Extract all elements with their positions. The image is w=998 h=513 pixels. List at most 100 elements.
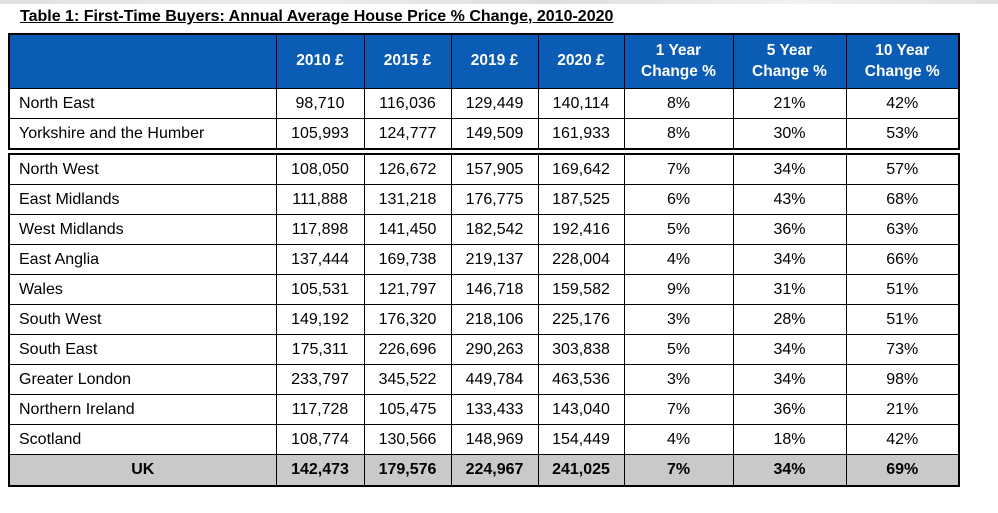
value-cell: 140,114	[537, 88, 625, 119]
value-cell: 141,450	[363, 214, 452, 245]
table-row: Northern Ireland 117,728 105,475 133,433 143…	[8, 394, 960, 425]
value-cell: 73%	[845, 334, 960, 365]
col-header-2019: 2019 £	[450, 33, 539, 89]
value-cell: 143,040	[537, 394, 625, 425]
value-cell: 21%	[732, 88, 847, 119]
value-cell: 105,531	[275, 274, 365, 305]
value-cell: 149,509	[450, 118, 539, 150]
table-row: Greater London 233,797 345,522 449,784 463,5…	[8, 364, 960, 395]
table-row: East Anglia 137,444 169,738 219,137 228,004 4…	[8, 244, 960, 275]
value-cell: 66%	[845, 244, 960, 275]
region-cell: Scotland	[8, 424, 277, 455]
col-header-10yr-change: 10 Year Change %	[845, 33, 960, 89]
value-cell: 5%	[623, 334, 734, 365]
value-cell: 224,967	[450, 454, 539, 487]
value-cell: 225,176	[537, 304, 625, 335]
region-cell: West Midlands	[8, 214, 277, 245]
value-cell: 131,218	[363, 184, 452, 215]
col-header-2010: 2010 £	[275, 33, 365, 89]
value-cell: 51%	[845, 274, 960, 305]
col-header-2015: 2015 £	[363, 33, 452, 89]
value-cell: 117,728	[275, 394, 365, 425]
value-cell: 148,969	[450, 424, 539, 455]
value-cell: 219,137	[450, 244, 539, 275]
value-cell: 149,192	[275, 304, 365, 335]
value-cell: 130,566	[363, 424, 452, 455]
table-row: Yorkshire and the Humber 105,993 124,777 14…	[8, 118, 960, 150]
value-cell: 182,542	[450, 214, 539, 245]
value-cell: 192,416	[537, 214, 625, 245]
value-cell: 7%	[623, 153, 734, 185]
value-cell: 124,777	[363, 118, 452, 150]
house-price-table: 2010 £ 2015 £ 2019 £ 2020 £ 1 Year Chang…	[8, 33, 960, 487]
value-cell: 449,784	[450, 364, 539, 395]
value-cell: 154,449	[537, 424, 625, 455]
value-cell: 42%	[845, 88, 960, 119]
scan-artifact-strip	[0, 0, 998, 4]
region-cell: South West	[8, 304, 277, 335]
value-cell: 142,473	[275, 454, 365, 487]
table-section-top: 2010 £ 2015 £ 2019 £ 2020 £ 1 Year Chang…	[8, 33, 960, 150]
value-cell: 4%	[623, 424, 734, 455]
value-cell: 129,449	[450, 88, 539, 119]
table-row: Wales 105,531 121,797 146,718 159,582 9% 31% 51…	[8, 274, 960, 305]
value-cell: 169,738	[363, 244, 452, 275]
region-cell: Northern Ireland	[8, 394, 277, 425]
value-cell: 105,993	[275, 118, 365, 150]
table-row: North East 98,710 116,036 129,449 140,114 8% 2…	[8, 88, 960, 119]
value-cell: 34%	[732, 334, 847, 365]
region-cell: North East	[8, 88, 277, 119]
value-cell: 4%	[623, 244, 734, 275]
value-cell: 463,536	[537, 364, 625, 395]
value-cell: 176,775	[450, 184, 539, 215]
col-header-region	[8, 33, 277, 89]
value-cell: 36%	[732, 394, 847, 425]
value-cell: 57%	[845, 153, 960, 185]
table-total-row: UK 142,473 179,576 224,967 241,025 7% 34% 69%	[8, 454, 960, 487]
value-cell: 3%	[623, 364, 734, 395]
value-cell: 290,263	[450, 334, 539, 365]
value-cell: 117,898	[275, 214, 365, 245]
value-cell: 5%	[623, 214, 734, 245]
value-cell: 34%	[732, 153, 847, 185]
region-cell: Yorkshire and the Humber	[8, 118, 277, 150]
value-cell: 108,774	[275, 424, 365, 455]
value-cell: 175,311	[275, 334, 365, 365]
value-cell: 7%	[623, 454, 734, 487]
value-cell: 8%	[623, 118, 734, 150]
value-cell: 21%	[845, 394, 960, 425]
value-cell: 18%	[732, 424, 847, 455]
table-row: West Midlands 117,898 141,450 182,542 192,41…	[8, 214, 960, 245]
value-cell: 9%	[623, 274, 734, 305]
value-cell: 241,025	[537, 454, 625, 487]
value-cell: 30%	[732, 118, 847, 150]
value-cell: 126,672	[363, 153, 452, 185]
value-cell: 226,696	[363, 334, 452, 365]
table-row: South East 175,311 226,696 290,263 303,838 5%…	[8, 334, 960, 365]
value-cell: 31%	[732, 274, 847, 305]
region-cell: UK	[8, 454, 277, 487]
value-cell: 176,320	[363, 304, 452, 335]
value-cell: 68%	[845, 184, 960, 215]
value-cell: 43%	[732, 184, 847, 215]
value-cell: 146,718	[450, 274, 539, 305]
header-row: 2010 £ 2015 £ 2019 £ 2020 £ 1 Year Chang…	[8, 33, 960, 89]
value-cell: 105,475	[363, 394, 452, 425]
value-cell: 116,036	[363, 88, 452, 119]
value-cell: 3%	[623, 304, 734, 335]
value-cell: 169,642	[537, 153, 625, 185]
table-row: South West 149,192 176,320 218,106 225,176 3%…	[8, 304, 960, 335]
col-header-5yr-change: 5 Year Change %	[732, 33, 847, 89]
value-cell: 42%	[845, 424, 960, 455]
value-cell: 28%	[732, 304, 847, 335]
value-cell: 228,004	[537, 244, 625, 275]
value-cell: 34%	[732, 364, 847, 395]
value-cell: 108,050	[275, 153, 365, 185]
table-title: Table 1: First-Time Buyers: Annual Avera…	[20, 8, 614, 25]
table-row: East Midlands 111,888 131,218 176,775 187,52…	[8, 184, 960, 215]
region-cell: Greater London	[8, 364, 277, 395]
value-cell: 161,933	[537, 118, 625, 150]
col-header-2020: 2020 £	[537, 33, 625, 89]
region-cell: North West	[8, 153, 277, 185]
value-cell: 159,582	[537, 274, 625, 305]
